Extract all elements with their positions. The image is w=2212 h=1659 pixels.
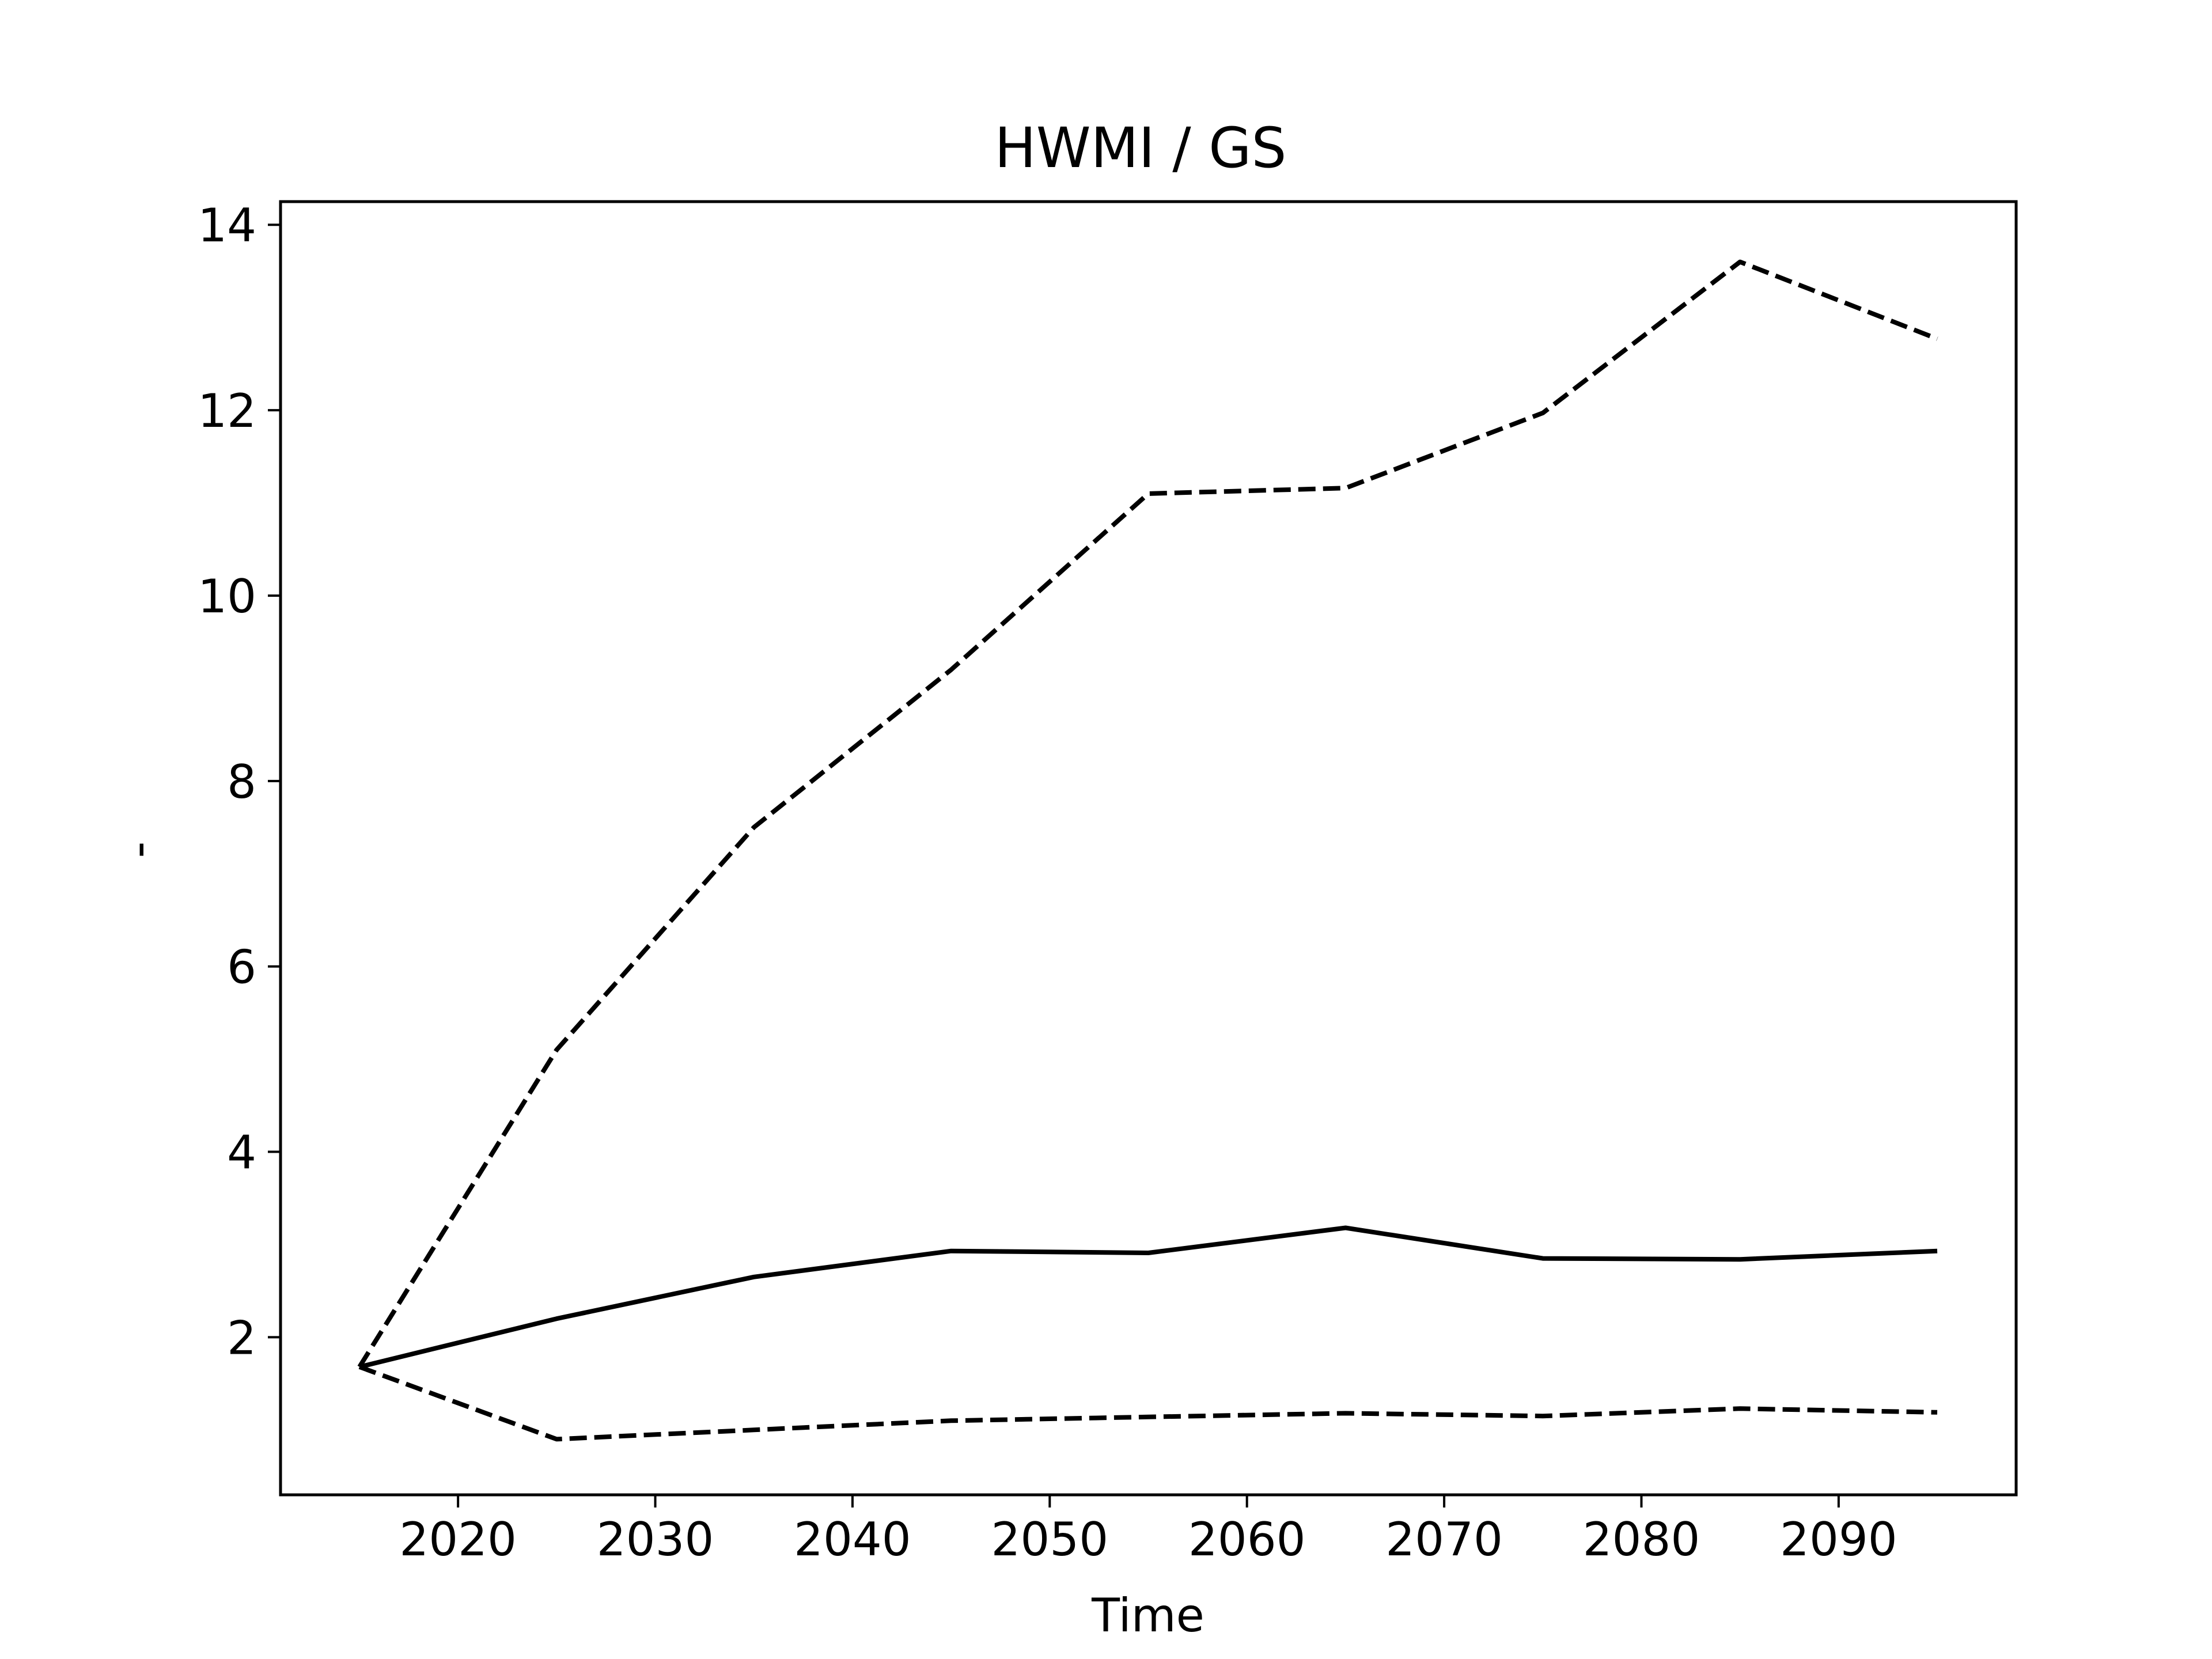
x-tick-label: 2050 [991,1513,1109,1566]
y-axis-label: - [112,842,165,858]
y-axis: 2 4 6 8 10 12 14 [198,199,281,1365]
y-tick-label: 14 [198,199,256,252]
y-tick-label: 2 [227,1311,256,1365]
y-tick-label: 8 [227,755,256,809]
series-line-mean [359,1225,1938,1369]
chart-title: HWMI / GS [995,116,1287,180]
y-tick-label: 4 [227,1126,256,1180]
x-tick-label: 2080 [1583,1513,1700,1566]
x-tick-label: 2090 [1780,1513,1897,1566]
series-line-upper [357,259,1938,1369]
x-tick-label: 2060 [1188,1513,1306,1566]
y-tick-label: 10 [198,570,256,623]
x-tick-label: 2070 [1385,1513,1503,1566]
y-tick-label: 12 [198,384,256,438]
y-tick-label: 6 [227,941,256,994]
series-line-lower [358,1365,1938,1442]
x-axis-label: Time [1091,1589,1205,1642]
plot-frame [279,200,2018,1497]
x-axis: 2020 2030 2040 2050 2060 2070 2080 2090 [399,1495,1897,1566]
x-tick-label: 2030 [597,1513,714,1566]
series-layer [357,259,1938,1442]
x-tick-label: 2020 [399,1513,517,1566]
x-tick-label: 2040 [794,1513,911,1566]
